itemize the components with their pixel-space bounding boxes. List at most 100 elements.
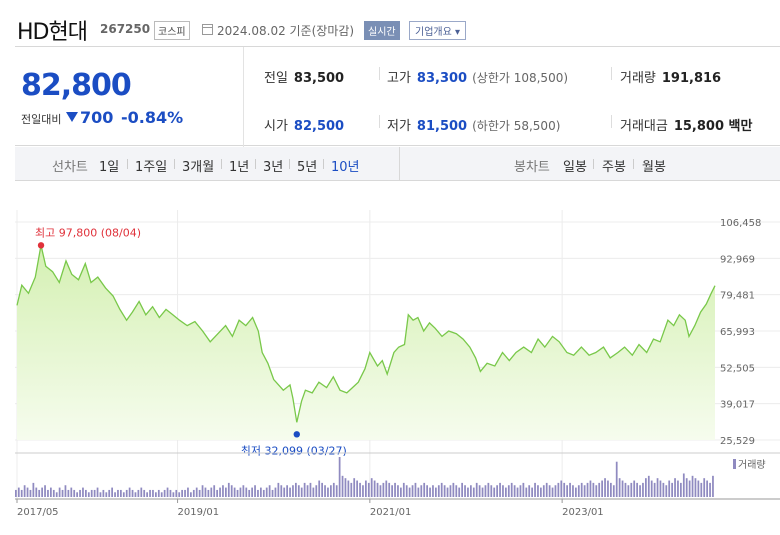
volume-bar (554, 485, 557, 497)
volume-bar (627, 485, 630, 497)
tab-daily[interactable]: 일봉 (563, 160, 587, 175)
volume-bar (146, 492, 148, 497)
volume-bar (82, 487, 84, 497)
tab-5y[interactable]: 5년 (297, 160, 318, 175)
volume-bar (633, 480, 636, 497)
volume-bar (265, 487, 268, 497)
volume-bar (140, 487, 143, 497)
volume-bar (388, 482, 391, 497)
volume-bar (90, 489, 93, 497)
volume-bar (604, 478, 606, 497)
volume-bar (449, 485, 452, 497)
tab-3m[interactable]: 3개월 (182, 160, 215, 175)
volume-bar (128, 487, 131, 497)
volume-bar (300, 487, 303, 497)
tab-1w[interactable]: 1주일 (135, 160, 168, 175)
volume-bar (400, 487, 402, 497)
volume-bar (382, 482, 385, 497)
volume-bar (184, 489, 186, 497)
volume-bar (295, 482, 297, 497)
volume-bar (610, 482, 612, 497)
volume-bar (367, 482, 370, 497)
volume-bar (248, 489, 251, 497)
volume-bar (455, 485, 458, 497)
volume-bar (513, 485, 516, 497)
volume-bar (198, 489, 201, 497)
volume-bar (321, 482, 323, 497)
volume-bar (467, 487, 469, 497)
volume-bar (318, 480, 321, 497)
volume-bar (540, 487, 542, 497)
volume-bar (630, 482, 633, 497)
volume-bar (580, 482, 583, 497)
volume-bar (29, 489, 32, 497)
volume-bar (254, 485, 256, 497)
change-label: 전일대비 (21, 113, 62, 126)
tab-10y[interactable]: 10년 (331, 160, 360, 175)
line-chart-title: 선차트 (52, 160, 88, 175)
volume-bar (365, 480, 367, 497)
volume-bar (685, 478, 688, 497)
tab-divider (127, 159, 128, 169)
volume-bar (303, 482, 306, 497)
y-tick-label: 106,458 (720, 218, 761, 229)
price-area (17, 245, 715, 440)
volume-bar (73, 489, 76, 497)
volume-bar (379, 485, 382, 497)
high-label: 최고 97,800 (08/04) (35, 226, 141, 239)
volume-bar (484, 485, 487, 497)
volume-bar (636, 482, 638, 497)
volume-bar (359, 482, 361, 497)
volume-bar (163, 489, 166, 497)
volume-bar (402, 482, 405, 497)
realtime-button[interactable]: 실시간 (364, 21, 400, 40)
volume-bar (26, 487, 29, 497)
volume-bar (157, 489, 160, 497)
volume-bar (105, 492, 108, 497)
volume-bar (245, 487, 248, 497)
volume-bar (297, 485, 300, 497)
low-marker (293, 431, 300, 438)
tab-weekly[interactable]: 주봉 (602, 160, 626, 175)
volume-bar (618, 478, 621, 497)
tab-1y[interactable]: 1년 (229, 160, 250, 175)
company-info-dropdown[interactable]: 기업개요 ▾ (409, 21, 466, 40)
x-tick-label: 2019/01 (178, 507, 220, 518)
volume-bar (440, 482, 443, 497)
tab-1d[interactable]: 1일 (99, 160, 120, 175)
volume-bar (292, 485, 294, 497)
volume-bar (507, 485, 510, 497)
volume-bar (181, 489, 183, 497)
volume-bar (175, 489, 178, 497)
volume-bar (271, 489, 274, 497)
volume-bar (283, 487, 286, 497)
volume-bar (347, 480, 350, 497)
y-tick-label: 79,481 (720, 291, 755, 302)
volume-bar (85, 489, 87, 497)
price-box: 82,800 전일대비 700 -0.84% (15, 47, 244, 147)
volume-bar (432, 485, 434, 497)
volume-bar (519, 485, 522, 497)
divider (379, 67, 380, 80)
volume-bar (330, 485, 332, 497)
tabs-separator (399, 147, 400, 181)
volume-bar (204, 487, 207, 497)
volume-bar (373, 480, 376, 497)
volume-bar (461, 482, 463, 497)
volume-bar (682, 473, 685, 497)
volume-bar (149, 489, 151, 497)
volume-bar (595, 485, 598, 497)
volume-bar (47, 489, 49, 497)
volume-bar (674, 478, 676, 497)
tab-monthly[interactable]: 월봉 (642, 160, 666, 175)
volume-bar (472, 487, 475, 497)
volume-bar (350, 482, 353, 497)
down-arrow-icon (66, 112, 78, 122)
tab-3y[interactable]: 3년 (263, 160, 284, 175)
volume-bar (280, 485, 283, 497)
volume-bar (572, 485, 574, 497)
volume-bar (551, 487, 554, 497)
volume-bar (17, 487, 20, 497)
volume-bar (647, 475, 650, 497)
volume-bar (464, 485, 466, 497)
